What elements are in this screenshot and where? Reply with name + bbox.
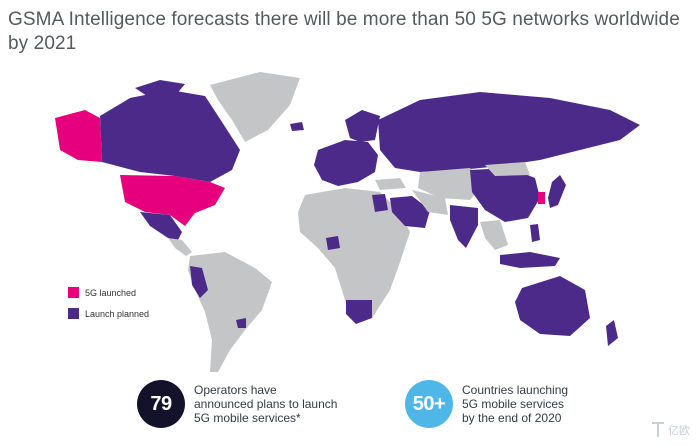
region-peru: [190, 266, 208, 298]
watermark: 亿欧: [651, 421, 690, 439]
region-south-america: [188, 252, 272, 372]
region-japan: [548, 175, 566, 208]
watermark-logo-icon: [652, 422, 664, 437]
stat-countries-text: Countries launching 5G mobile services b…: [462, 383, 569, 425]
stat-operators: 79 Operators have announced plans to lau…: [137, 380, 337, 428]
region-canada: [100, 90, 240, 182]
region-china: [470, 168, 540, 222]
stat-countries-circle: 50+: [405, 380, 453, 428]
region-mongolia: [485, 162, 530, 176]
legend-item-planned: Launch planned: [68, 305, 149, 322]
legend-swatch-launched: [68, 287, 79, 298]
region-central-asia: [418, 168, 485, 200]
stat-countries: 50+ Countries launching 5G mobile servic…: [405, 380, 568, 428]
region-greenland: [210, 72, 300, 142]
region-arctic-islands: [135, 80, 185, 98]
region-usa: [120, 175, 225, 226]
region-mexico: [140, 212, 182, 240]
legend-swatch-planned: [68, 308, 79, 319]
region-middle-east: [390, 196, 430, 228]
legend-label: Launch planned: [85, 308, 150, 319]
region-india: [450, 205, 478, 248]
region-new-zealand: [606, 320, 618, 346]
region-scandinavia: [345, 110, 380, 142]
stat-countries-value: 50+: [412, 392, 446, 415]
region-korea: [538, 192, 545, 204]
region-iceland: [290, 122, 304, 131]
region-egypt: [372, 194, 388, 212]
region-russia: [378, 92, 640, 172]
region-europe: [314, 140, 378, 186]
region-philippines: [530, 224, 540, 242]
region-turkey: [375, 178, 406, 190]
region-nigeria: [326, 236, 340, 250]
region-southeast-asia: [480, 220, 508, 250]
region-australia: [515, 276, 590, 336]
legend-item-launched: 5G launched: [68, 284, 149, 301]
region-alaska: [55, 110, 102, 162]
region-iran: [412, 190, 448, 215]
legend-label: 5G launched: [85, 287, 137, 298]
page-title: GSMA Intelligence forecasts there will b…: [8, 9, 680, 54]
region-south-africa: [346, 300, 372, 324]
stat-operators-text: Operators have announced plans to launch…: [194, 383, 338, 425]
region-indonesia: [500, 252, 560, 268]
stat-operators-value: 79: [150, 392, 172, 415]
stat-operators-circle: 79: [137, 380, 185, 428]
region-africa: [298, 188, 410, 322]
legend: 5G launched Launch planned: [68, 284, 149, 326]
region-uruguay: [236, 318, 246, 328]
region-central-america: [168, 238, 192, 256]
watermark-text: 亿欧: [668, 425, 690, 437]
